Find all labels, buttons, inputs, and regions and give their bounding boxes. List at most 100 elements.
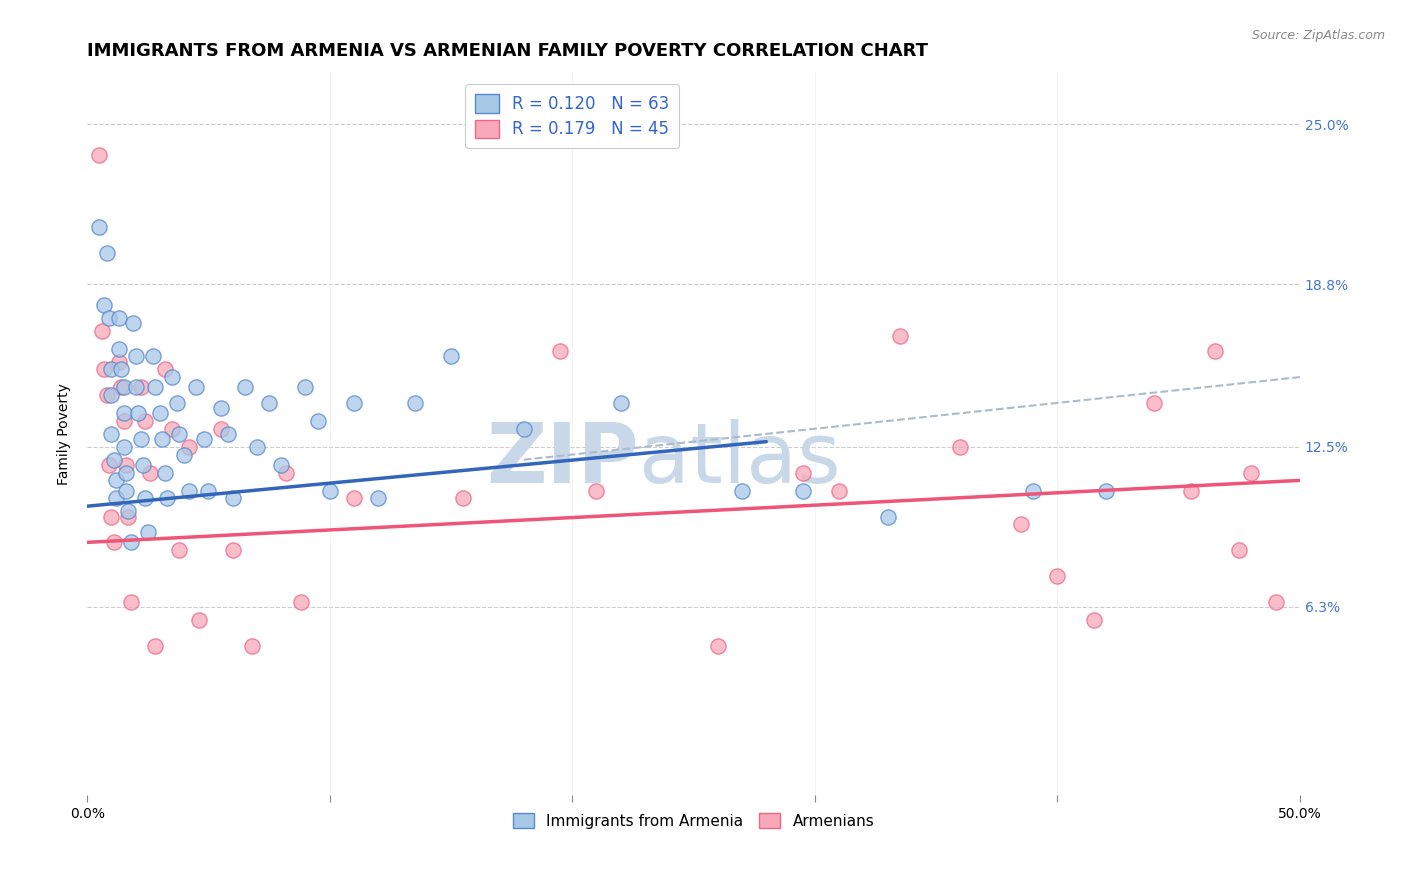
Point (110, 380, 132, 394)
Point (876, 509, 898, 524)
Point (1264, 595, 1286, 609)
Point (274, 466, 297, 480)
Point (1240, 466, 1263, 480)
Point (105, 491, 128, 506)
Point (107, 354, 129, 368)
Point (290, 595, 312, 609)
Point (177, 440, 200, 454)
Point (221, 491, 243, 506)
Point (100, 388, 122, 402)
Point (150, 432, 173, 446)
Point (149, 406, 172, 420)
Point (124, 380, 146, 394)
Point (160, 422, 183, 436)
Point (209, 401, 232, 416)
Point (1022, 483, 1045, 498)
Point (1083, 613, 1105, 627)
Point (124, 350, 146, 364)
Text: Source: ZipAtlas.com: Source: ZipAtlas.com (1251, 29, 1385, 42)
Point (294, 380, 316, 394)
Point (169, 543, 191, 558)
Point (156, 491, 179, 506)
Point (110, 362, 132, 376)
Point (127, 406, 149, 420)
Text: IMMIGRANTS FROM ARMENIA VS ARMENIAN FAMILY POVERTY CORRELATION CHART: IMMIGRANTS FROM ARMENIA VS ARMENIAN FAMI… (87, 42, 928, 60)
Point (132, 458, 155, 472)
Point (96, 246, 118, 260)
Legend: Immigrants from Armenia, Armenians: Immigrants from Armenia, Armenians (506, 807, 880, 835)
Point (706, 639, 728, 653)
Point (177, 483, 200, 498)
Point (792, 483, 814, 498)
Point (96, 388, 118, 402)
Point (318, 483, 340, 498)
Point (792, 466, 814, 480)
Point (209, 422, 232, 436)
Point (512, 422, 534, 436)
Point (136, 524, 159, 539)
Point (343, 491, 366, 506)
Point (103, 535, 125, 549)
Point (1204, 344, 1226, 359)
Point (169, 426, 191, 441)
Point (107, 342, 129, 356)
Point (134, 491, 156, 506)
Point (609, 396, 631, 410)
Point (240, 639, 263, 653)
Point (257, 396, 280, 410)
Point (153, 362, 176, 376)
Point (217, 426, 239, 441)
Point (90, 324, 112, 338)
Point (153, 466, 176, 480)
Point (89, 148, 111, 162)
Point (160, 370, 183, 384)
Text: atlas: atlas (638, 418, 841, 500)
Point (98, 310, 121, 325)
Point (1180, 483, 1202, 498)
Point (221, 543, 243, 558)
Point (1143, 396, 1166, 410)
Point (93, 362, 115, 376)
Point (103, 452, 125, 467)
Point (270, 458, 292, 472)
Point (112, 380, 135, 394)
Point (367, 491, 389, 506)
Point (120, 595, 142, 609)
Point (731, 483, 754, 498)
Point (105, 474, 128, 488)
Point (93, 298, 115, 312)
Point (404, 396, 426, 410)
Point (112, 440, 135, 454)
Point (117, 509, 139, 524)
Point (246, 440, 269, 454)
Point (307, 414, 329, 428)
Point (949, 440, 972, 454)
Point (129, 380, 152, 394)
Point (585, 483, 607, 498)
Point (828, 483, 851, 498)
Point (197, 483, 219, 498)
Point (173, 448, 195, 462)
Point (100, 362, 122, 376)
Point (233, 380, 256, 394)
Point (120, 535, 142, 549)
Point (115, 466, 138, 480)
Point (186, 380, 208, 394)
Point (143, 639, 166, 653)
Point (100, 426, 122, 441)
Point (122, 316, 145, 330)
Point (1046, 569, 1069, 583)
Point (112, 414, 135, 428)
Point (451, 491, 474, 506)
Point (134, 414, 156, 428)
Point (143, 380, 166, 394)
Point (112, 406, 135, 420)
Point (889, 328, 911, 343)
Point (1227, 543, 1250, 558)
Point (115, 458, 138, 472)
Point (115, 483, 138, 498)
Point (139, 466, 162, 480)
Point (187, 613, 209, 627)
Point (1094, 483, 1116, 498)
Point (98, 458, 121, 472)
